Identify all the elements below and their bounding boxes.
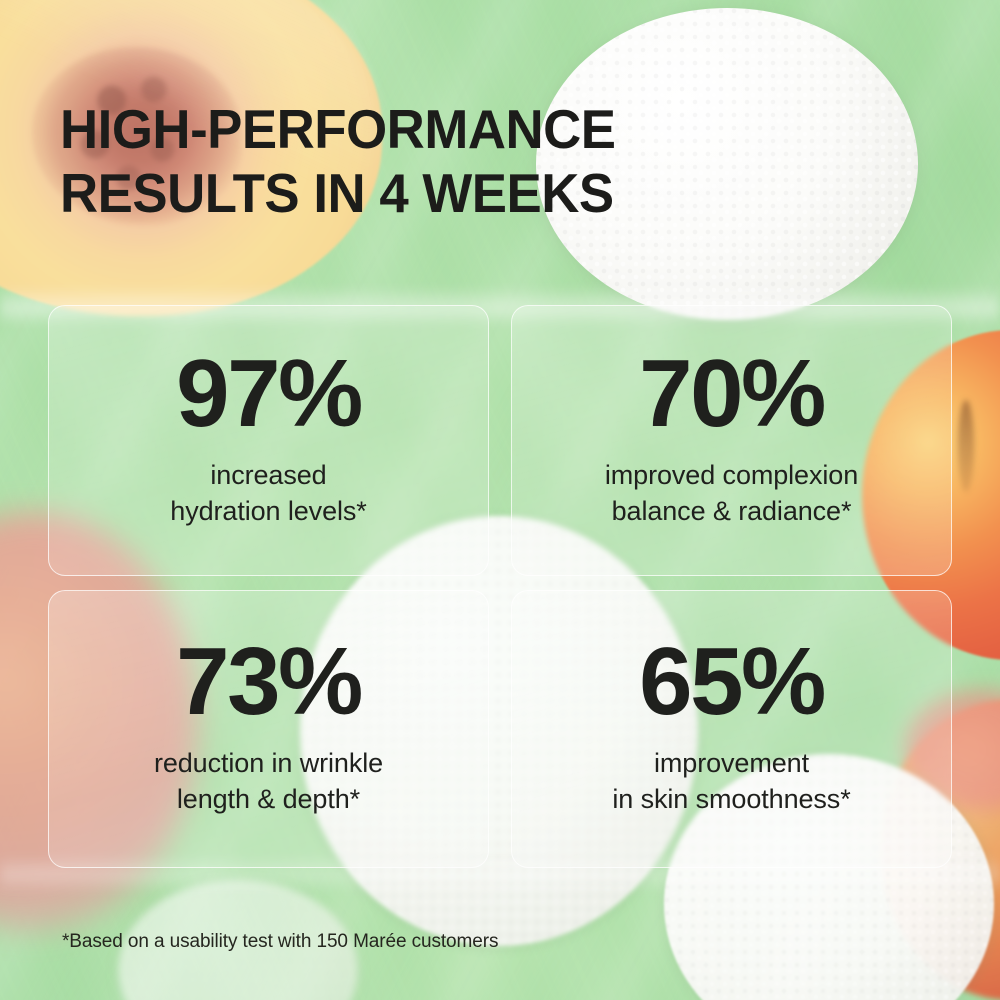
stat-label: improvement in skin smoothness*: [612, 748, 851, 814]
peach-crease-icon: [958, 400, 974, 492]
stat-card-wrinkle: 73% reduction in wrinkle length & depth*: [48, 590, 489, 868]
stats-grid: 97% increased hydration levels* 70% impr…: [48, 305, 952, 868]
stat-label: increased hydration levels*: [170, 459, 367, 526]
stat-value: 65%: [639, 628, 826, 736]
stat-card-hydration: 97% increased hydration levels*: [48, 305, 489, 576]
stat-card-smoothness: 65% improvement in skin smoothness*: [511, 590, 952, 868]
stats-row-top: 97% increased hydration levels* 70% impr…: [48, 305, 952, 576]
page-title: HIGH-PERFORMANCE RESULTS IN 4 WEEKS: [60, 98, 616, 224]
stat-value: 70%: [639, 339, 826, 447]
stat-value: 97%: [176, 339, 363, 447]
stat-card-complexion: 70% improved complexion balance & radian…: [511, 305, 952, 576]
stat-label: reduction in wrinkle length & depth*: [153, 748, 384, 814]
stat-label: improved complexion balance & radiance*: [604, 459, 859, 526]
stat-value: 73%: [176, 628, 363, 736]
footnote-disclaimer: *Based on a usability test with 150 Maré…: [62, 931, 499, 952]
stats-row-bottom: 73% reduction in wrinkle length & depth*…: [48, 590, 952, 868]
cotton-pad-top-right-icon: [536, 8, 918, 320]
